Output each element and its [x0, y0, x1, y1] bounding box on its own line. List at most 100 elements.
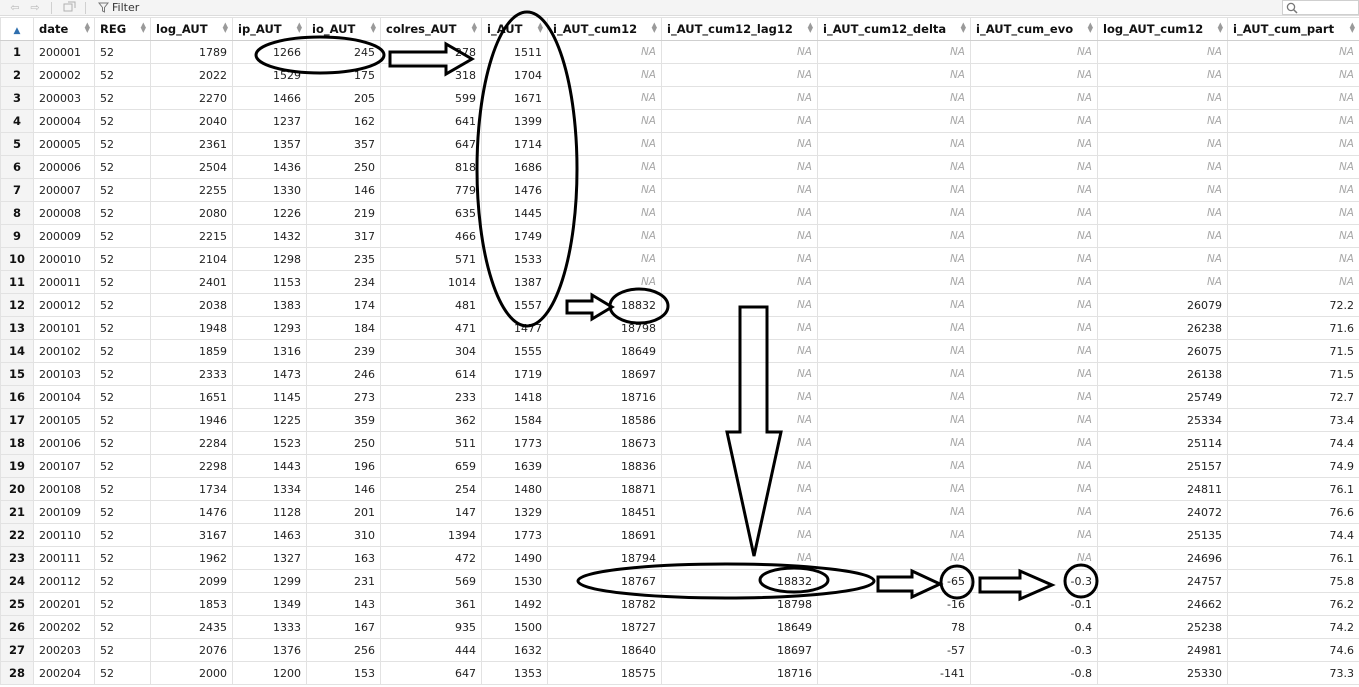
table-cell: 200105: [33, 408, 95, 432]
table-cell: NA: [817, 109, 971, 133]
column-header[interactable]: colres_AUT ▲ ▼: [380, 17, 482, 41]
table-row[interactable]: 18 200106 52 2284 1523 250 511 1773 18673 NA NA NA 2…: [0, 431, 1359, 455]
table-cell: 18798: [547, 316, 662, 340]
table-cell: NA: [970, 500, 1098, 524]
row-number-header[interactable]: ▲: [0, 17, 34, 41]
table-row[interactable]: 17 200105 52 1946 1225 359 362 1584 18586 NA NA NA 2…: [0, 408, 1359, 432]
table-cell: 1293: [232, 316, 307, 340]
table-cell: 76.1: [1227, 546, 1359, 570]
table-cell: NA: [970, 40, 1098, 64]
table-row[interactable]: 16 200104 52 1651 1145 273 233 1418 18716 NA NA NA 2…: [0, 385, 1359, 409]
table-row[interactable]: 25 200201 52 1853 1349 143 361 1492 18782 18798 -1…: [0, 592, 1359, 616]
table-cell: 24696: [1097, 546, 1228, 570]
table-cell: 200004: [33, 109, 95, 133]
table-cell: NA: [970, 339, 1098, 363]
table-cell: NA: [547, 224, 662, 248]
table-row[interactable]: 10 200010 52 2104 1298 235 571 1533 NA NA NA NA NA NA: [0, 247, 1359, 271]
table-cell: 1584: [481, 408, 548, 432]
table-row[interactable]: 26 200202 52 2435 1333 167 935 1500 18727 18649 78…: [0, 615, 1359, 639]
table-cell: 25135: [1097, 523, 1228, 547]
table-row[interactable]: 8 200008 52 2080 1226 219 635 1445 NA NA NA NA NA NA: [0, 201, 1359, 225]
table-row[interactable]: 4 200004 52 2040 1237 162 641 1399 NA NA NA NA NA NA: [0, 109, 1359, 133]
popout-icon[interactable]: [62, 1, 76, 15]
table-row[interactable]: 27 200203 52 2076 1376 256 444 1632 18640 18697 -5…: [0, 638, 1359, 662]
row-number: 23: [0, 546, 34, 570]
table-cell: 167: [306, 615, 381, 639]
table-cell: 361: [380, 592, 482, 616]
table-row[interactable]: 19 200107 52 2298 1443 196 659 1639 18836 NA NA NA 2…: [0, 454, 1359, 478]
table-row[interactable]: 9 200009 52 2215 1432 317 466 1749 NA NA NA NA NA NA: [0, 224, 1359, 248]
row-number: 27: [0, 638, 34, 662]
table-row[interactable]: 6 200006 52 2504 1436 250 818 1686 NA NA NA NA NA NA: [0, 155, 1359, 179]
column-header[interactable]: i_AUT_cum12_delta ▲ ▼: [817, 17, 971, 41]
table-row[interactable]: 1 200001 52 1789 1266 245 278 1511 NA NA NA NA NA NA: [0, 40, 1359, 64]
table-cell: 18836: [547, 454, 662, 478]
table-cell: NA: [970, 155, 1098, 179]
table-cell: 76.1: [1227, 477, 1359, 501]
table-row[interactable]: 15 200103 52 2333 1473 246 614 1719 18697 NA NA NA 2…: [0, 362, 1359, 386]
search-input[interactable]: [1301, 2, 1357, 15]
table-cell: NA: [970, 178, 1098, 202]
table-cell: 200112: [33, 569, 95, 593]
column-header[interactable]: ip_AUT ▲ ▼: [232, 17, 307, 41]
table-row[interactable]: 2 200002 52 2022 1529 175 318 1704 NA NA NA NA NA NA: [0, 63, 1359, 87]
table-row[interactable]: 11 200011 52 2401 1153 234 1014 1387 NA NA NA NA NA N…: [0, 270, 1359, 294]
sort-icon: ▲ ▼: [1087, 21, 1093, 34]
table-cell: NA: [1227, 155, 1359, 179]
column-header[interactable]: i_AUT_cum_part ▲ ▼: [1227, 17, 1359, 41]
row-number: 9: [0, 224, 34, 248]
table-cell: NA: [661, 500, 818, 524]
table-row[interactable]: 20 200108 52 1734 1334 146 254 1480 18871 NA NA NA 2…: [0, 477, 1359, 501]
table-cell: 641: [380, 109, 482, 133]
table-cell: 2255: [150, 178, 233, 202]
column-header[interactable]: io_AUT ▲ ▼: [306, 17, 381, 41]
back-arrow-icon[interactable]: ⇦: [10, 1, 20, 14]
table-cell: 174: [306, 293, 381, 317]
forward-arrow-icon[interactable]: ⇨: [30, 1, 40, 14]
row-number: 17: [0, 408, 34, 432]
table-cell: 1266: [232, 40, 307, 64]
column-header[interactable]: REG ▲ ▼: [94, 17, 151, 41]
table-cell: NA: [970, 247, 1098, 271]
table-row[interactable]: 5 200005 52 2361 1357 357 647 1714 NA NA NA NA NA NA: [0, 132, 1359, 156]
filter-button[interactable]: Filter: [97, 1, 139, 15]
table-cell: NA: [661, 546, 818, 570]
column-header[interactable]: log_AUT_cum12 ▲ ▼: [1097, 17, 1228, 41]
table-cell: 2333: [150, 362, 233, 386]
table-cell: NA: [547, 132, 662, 156]
table-row[interactable]: 14 200102 52 1859 1316 239 304 1555 18649 NA NA NA 2…: [0, 339, 1359, 363]
column-header[interactable]: i_AUT_cum12 ▲ ▼: [547, 17, 662, 41]
table-cell: NA: [1097, 270, 1228, 294]
table-row[interactable]: 13 200101 52 1948 1293 184 471 1477 18798 NA NA NA 2…: [0, 316, 1359, 340]
table-cell: 1298: [232, 247, 307, 271]
table-cell: 162: [306, 109, 381, 133]
table-row[interactable]: 7 200007 52 2255 1330 146 779 1476 NA NA NA NA NA NA: [0, 178, 1359, 202]
table-row[interactable]: 23 200111 52 1962 1327 163 472 1490 18794 NA NA NA 2…: [0, 546, 1359, 570]
column-header[interactable]: date ▲ ▼: [33, 17, 95, 41]
row-number: 22: [0, 523, 34, 547]
table-row[interactable]: 21 200109 52 1476 1128 201 147 1329 18451 NA NA NA 2…: [0, 500, 1359, 524]
table-row[interactable]: 24 200112 52 2099 1299 231 569 1530 18767 18832 -6…: [0, 569, 1359, 593]
table-cell: 1330: [232, 178, 307, 202]
table-cell: 250: [306, 155, 381, 179]
table-row[interactable]: 3 200003 52 2270 1466 205 599 1671 NA NA NA NA NA NA: [0, 86, 1359, 110]
table-cell: 200002: [33, 63, 95, 87]
column-header[interactable]: i_AUT_cum_evo ▲ ▼: [970, 17, 1098, 41]
table-cell: NA: [1097, 155, 1228, 179]
table-cell: 1511: [481, 40, 548, 64]
table-row[interactable]: 28 200204 52 2000 1200 153 647 1353 18575 18716 -1…: [0, 661, 1359, 685]
column-header[interactable]: i_AUT_cum12_lag12 ▲ ▼: [661, 17, 818, 41]
column-header[interactable]: i_AUT ▲ ▼: [481, 17, 548, 41]
table-cell: 200001: [33, 40, 95, 64]
table-cell: 18640: [547, 638, 662, 662]
column-header[interactable]: log_AUT ▲ ▼: [150, 17, 233, 41]
table-cell: 18832: [661, 569, 818, 593]
table-row[interactable]: 12 200012 52 2038 1383 174 481 1557 18832 NA NA NA 2…: [0, 293, 1359, 317]
table-row[interactable]: 22 200110 52 3167 1463 310 1394 1773 18691 NA NA NA…: [0, 523, 1359, 547]
table-cell: NA: [817, 40, 971, 64]
table-cell: NA: [970, 477, 1098, 501]
table-cell: 200009: [33, 224, 95, 248]
table-cell: 24811: [1097, 477, 1228, 501]
table-cell: 2104: [150, 247, 233, 271]
search-box[interactable]: [1282, 0, 1359, 15]
